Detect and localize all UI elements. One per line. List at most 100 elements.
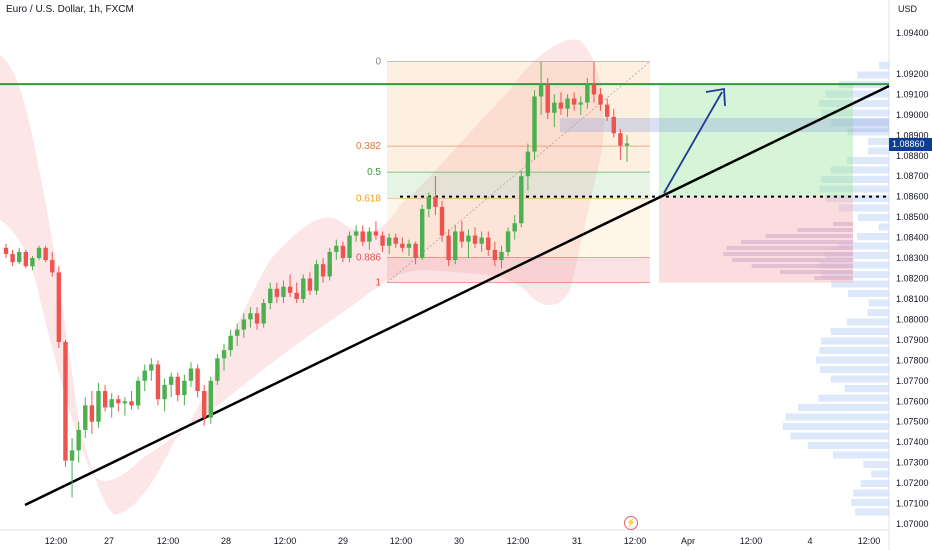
fib-zone <box>387 198 650 258</box>
candle-body <box>281 286 286 297</box>
fib-zone <box>387 172 650 199</box>
volume-profile-bar <box>853 489 889 497</box>
candle-body <box>201 391 207 418</box>
candle-body <box>571 98 577 105</box>
volume-profile-bar <box>856 233 889 240</box>
volume-profile-bar <box>838 242 889 250</box>
volume-profile-bar <box>868 299 889 307</box>
price-tick-label: 1.07200 <box>896 478 929 488</box>
chart-title: Euro / U.S. Dollar, 1h, FXCM <box>6 4 134 15</box>
candle-body <box>499 251 504 261</box>
candle-body <box>334 245 339 252</box>
target-arrow-head <box>705 87 726 107</box>
volume-profile-bar <box>867 147 889 155</box>
candle-body <box>472 235 478 244</box>
candle-body <box>413 243 418 259</box>
time-tick-label: 12:00 <box>858 536 881 546</box>
position-volume-bar <box>741 240 853 244</box>
candle-body <box>268 288 273 304</box>
position-volume-bar <box>732 258 853 262</box>
position-volume-bar <box>765 234 853 238</box>
price-tick-label: 1.08000 <box>896 314 929 324</box>
price-tick-label: 1.07100 <box>896 499 929 509</box>
price-tick-label: 1.08400 <box>896 233 929 243</box>
candle-body <box>353 231 359 236</box>
volume-profile-bar <box>825 90 889 98</box>
volume-profile-bar <box>825 195 889 202</box>
position-volume-bar <box>797 228 853 232</box>
candle-body <box>30 258 35 267</box>
volume-profile-bar <box>790 432 889 440</box>
candle-body <box>591 84 597 95</box>
candle-body <box>565 98 570 109</box>
candle-body <box>598 94 603 105</box>
candle-body <box>492 249 498 261</box>
candle-body <box>624 143 630 146</box>
volume-profile-bar <box>868 138 889 145</box>
price-tick-label: 1.09000 <box>896 110 929 120</box>
volume-profile-bar <box>832 451 889 459</box>
candle-body <box>36 247 42 259</box>
price-tick-label: 1.09100 <box>896 89 929 99</box>
volume-profile-bar <box>857 214 889 221</box>
price-tick-label: 1.07500 <box>896 417 929 427</box>
candle-body <box>439 206 445 236</box>
candle-body <box>109 399 114 408</box>
volume-profile-bar <box>863 461 889 468</box>
volume-profile-bar <box>855 508 889 516</box>
volume-profile-bar <box>821 109 889 117</box>
price-tick-label: 1.07300 <box>896 458 929 468</box>
volume-profile-bar <box>831 280 889 288</box>
price-tick-label: 1.07600 <box>896 396 929 406</box>
volume-profile-bar <box>847 157 889 164</box>
candle-body <box>459 231 465 242</box>
price-tick-label: 1.07700 <box>896 376 929 386</box>
candle-body <box>155 364 161 400</box>
volume-profile-bar <box>830 166 889 174</box>
candle-body <box>380 235 385 246</box>
candle-body <box>17 251 22 263</box>
fib-diagonal <box>386 61 651 283</box>
volume-profile-bar <box>831 119 889 126</box>
candle-body <box>10 253 15 263</box>
candle-body <box>433 196 438 207</box>
time-tick-label: 12:00 <box>45 536 68 546</box>
time-tick-label: 29 <box>338 536 348 546</box>
volume-profile-bar <box>878 223 889 231</box>
price-tick-label: 1.09400 <box>896 28 929 38</box>
volume-profile-bar <box>847 128 889 136</box>
candle-body <box>195 368 200 392</box>
volume-profile-bar <box>819 347 889 354</box>
candle-body <box>69 450 75 461</box>
candle-body <box>347 235 352 259</box>
candle-body <box>400 243 405 248</box>
candle-body <box>208 380 213 418</box>
candle-body <box>301 278 306 299</box>
volume-profile-bar <box>782 423 889 430</box>
fib-level-label: 0.886 <box>356 253 381 264</box>
volume-profile-bar <box>819 185 889 193</box>
candle-body <box>261 303 266 324</box>
candle-body <box>545 84 550 113</box>
candle-body <box>604 104 610 117</box>
fib-level-label: 0.618 <box>356 193 381 204</box>
fib-zone <box>387 257 650 283</box>
time-tick-label: 12:00 <box>274 536 297 546</box>
candle-body <box>43 247 48 261</box>
lightning-icon[interactable]: ⚡ <box>624 516 638 530</box>
position-volume-bar <box>833 222 853 226</box>
candle-body <box>182 380 187 396</box>
volume-profile-bar <box>798 404 889 411</box>
position-volume-bar <box>814 276 853 280</box>
candle-body <box>426 196 432 209</box>
candle-body <box>618 133 623 146</box>
position-volume-bar <box>723 252 853 256</box>
price-tick-label: 1.07400 <box>896 437 929 447</box>
volume-profile-bar <box>846 318 889 326</box>
volume-profile-bar <box>818 394 889 402</box>
fib-zone <box>387 146 650 173</box>
candle-body <box>23 251 29 267</box>
price-tick-label: 1.08700 <box>896 171 929 181</box>
last-price-tag: 1.08860 <box>889 138 932 151</box>
